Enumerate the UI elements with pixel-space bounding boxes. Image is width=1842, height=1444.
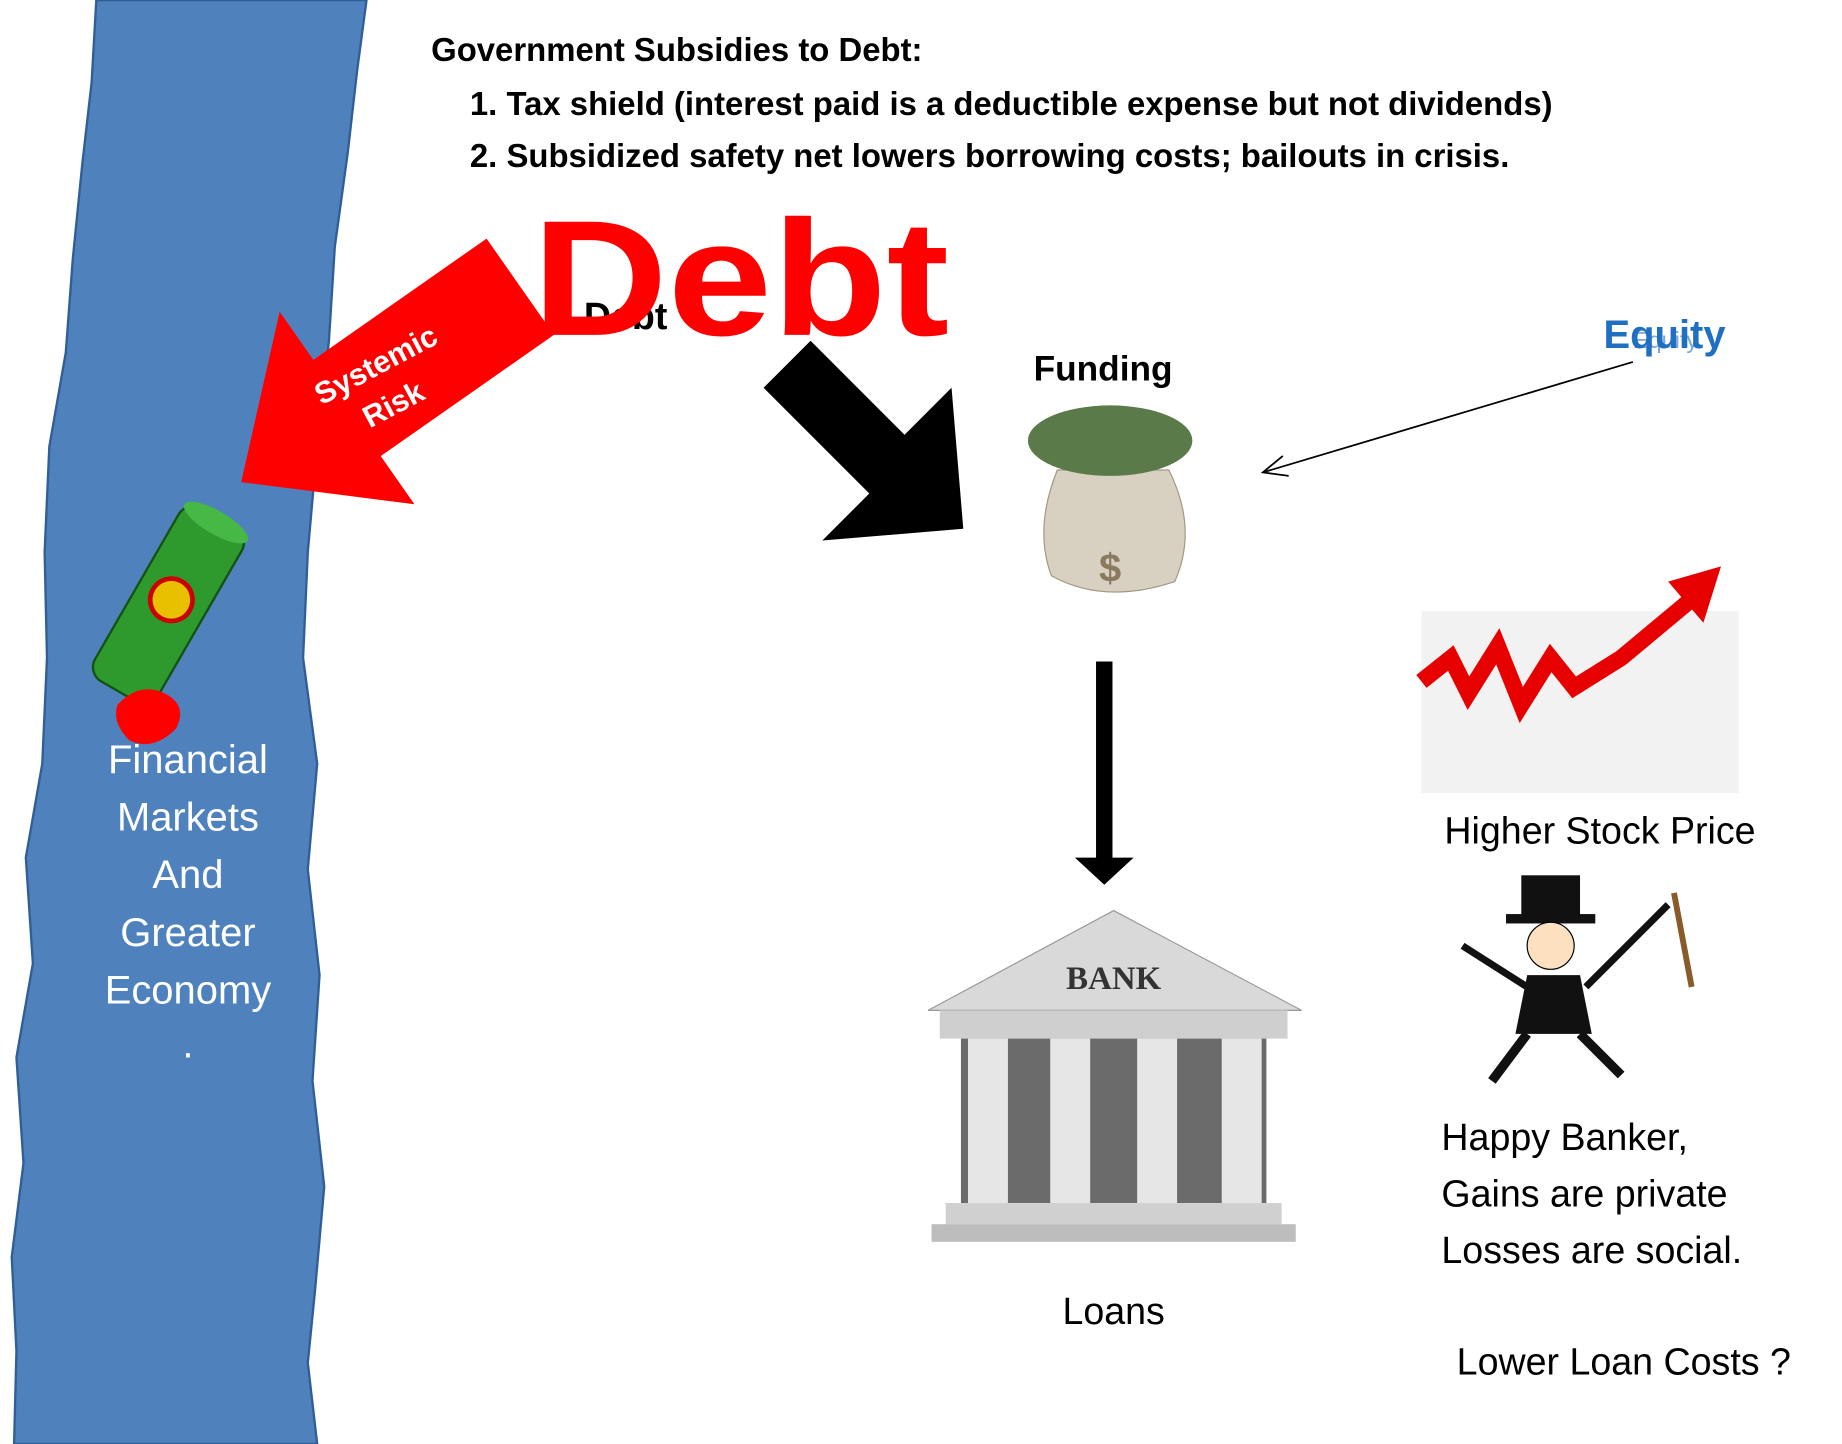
- title: Government Subsidies to Debt:: [431, 31, 922, 68]
- banker-line: Happy Banker,: [1441, 1116, 1688, 1158]
- point: 1. Tax shield (interest paid is a deduct…: [470, 85, 1553, 122]
- bag-symbol: $: [1099, 547, 1121, 591]
- banker-line: Losses are social.: [1441, 1229, 1742, 1271]
- question: Lower Loan Costs ?: [1457, 1341, 1791, 1383]
- loan-arrow: [1096, 661, 1113, 862]
- economy-line: Greater: [120, 911, 255, 955]
- debt-arrow: [763, 340, 964, 541]
- banker-line: Gains are private: [1441, 1173, 1727, 1215]
- bank-sign: BANK: [1066, 961, 1161, 997]
- equity-arrowhead: [1260, 455, 1289, 477]
- economy-line: .: [182, 1022, 193, 1066]
- equity-arrow: [1262, 361, 1634, 474]
- river: [10, 0, 368, 1444]
- stock-chart: [1416, 566, 1739, 794]
- economy-line: And: [152, 853, 223, 897]
- economy-line: Markets: [117, 796, 259, 840]
- money-bag: $: [1027, 405, 1193, 593]
- bank: BANK: [927, 909, 1302, 1242]
- economy-line: Economy: [105, 968, 272, 1012]
- economy-line: Financial: [108, 738, 268, 782]
- barrel: [91, 501, 249, 705]
- loan-arrowhead: [1074, 857, 1134, 885]
- equity-label: Equity: [1604, 313, 1726, 357]
- debt-big: Debt: [532, 186, 949, 370]
- debt-small: Debt: [584, 295, 668, 337]
- stock-label: Higher Stock Price: [1444, 810, 1755, 852]
- economy-text: Financial Markets And Greater Economy .: [105, 738, 272, 1066]
- loans-label: Loans: [1062, 1290, 1164, 1332]
- point: 2. Subsidized safety net lowers borrowin…: [470, 137, 1509, 174]
- funding-label: Funding: [1034, 350, 1173, 389]
- systemic-risk-arrow: [241, 238, 554, 505]
- spill: [116, 689, 181, 745]
- equity-small: Equity: [1633, 327, 1699, 353]
- banker: [1460, 875, 1695, 1084]
